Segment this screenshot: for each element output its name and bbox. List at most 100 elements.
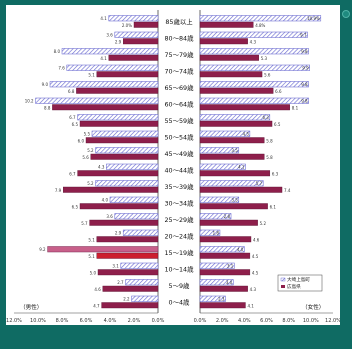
value-male-prefecture: 5.0 (90, 271, 97, 276)
x-tick-female: 2.0% (216, 318, 229, 324)
help-badge-icon (342, 10, 350, 18)
value-female-town: 10.9% (307, 16, 320, 21)
bar-female-prefecture (199, 71, 263, 78)
bar-male-prefecture (77, 170, 159, 177)
x-tick-female: 4.0% (238, 318, 251, 324)
x-tick-female: 12.0% (325, 318, 340, 324)
value-female-town: 9.8 (301, 49, 308, 54)
x-tick-female: 6.0% (260, 318, 273, 324)
value-male-town: 5.5 (84, 132, 91, 137)
x-tick-male: 0.0% (152, 318, 165, 324)
bar-male-town (125, 279, 159, 286)
bar-male-town (95, 147, 159, 154)
value-male-town: 7.6 (58, 66, 65, 71)
bar-female-prefecture (199, 153, 265, 160)
bar-female-prefecture (199, 236, 252, 243)
bar-female-town (199, 64, 310, 71)
bar-female-town (199, 279, 234, 286)
value-male-town: 5.2 (87, 148, 94, 153)
bar-male-prefecture (96, 71, 159, 78)
value-male-prefecture: 4.1 (100, 56, 107, 61)
legend-label-town: 大崎上島町 (287, 276, 310, 283)
value-female-prefecture: 4.6 (253, 238, 260, 243)
x-tick-female: 8.0% (282, 318, 295, 324)
age-label: 20～24歳 (164, 232, 194, 241)
bar-female-prefecture (199, 302, 246, 309)
age-label: 60～64歳 (164, 100, 194, 109)
x-tick-male: 10.0% (30, 318, 46, 324)
bar-male-prefecture (108, 54, 159, 61)
value-male-town: 9.2 (39, 247, 46, 252)
value-female-town: 9.8 (301, 99, 308, 104)
value-male-prefecture: 6.8 (68, 89, 75, 94)
bar-male-town (109, 196, 159, 203)
value-female-prefecture: 4.1 (247, 304, 254, 309)
x-tick-male: 6.0% (80, 318, 93, 324)
bar-male-town (120, 262, 159, 269)
age-label: 70～74歳 (164, 67, 194, 76)
bar-female-prefecture (199, 120, 273, 127)
age-label: 35～39歳 (164, 182, 194, 191)
value-female-town: 2.8 (224, 214, 231, 219)
value-male-prefecture: 6.5 (72, 205, 79, 210)
age-label: 85歳以上 (165, 17, 193, 26)
bar-male-prefecture (102, 285, 159, 292)
value-female-town: 4.0 (237, 247, 244, 252)
bar-male-prefecture (63, 186, 159, 193)
male-axis-label: （男性） (20, 303, 42, 311)
bar-male-town (47, 246, 159, 253)
legend-swatch-town (280, 277, 286, 282)
age-label: 40～44歳 (164, 166, 194, 175)
value-male-town: 5.2 (87, 181, 94, 186)
value-male-prefecture: 5.6 (82, 155, 89, 160)
value-female-prefecture: 4.5 (252, 271, 259, 276)
bar-female-prefecture (199, 87, 274, 94)
value-male-prefecture: 5.7 (81, 221, 88, 226)
value-male-prefecture: 5.1 (88, 254, 95, 259)
value-male-town: 3.6 (106, 214, 113, 219)
bar-male-town (77, 114, 159, 121)
x-tick-male: 2.0% (128, 318, 141, 324)
age-label: 55～59歳 (164, 116, 194, 125)
bar-female-town (199, 31, 308, 38)
bar-female-town (199, 262, 235, 269)
x-tick-male: 4.0% (104, 318, 117, 324)
bar-female-town (199, 97, 309, 104)
legend-swatch-prefecture (281, 285, 285, 288)
value-female-town: 3.0 (226, 280, 233, 285)
value-female-prefecture: 6.5 (274, 122, 281, 127)
value-female-prefecture: 6.1 (270, 205, 277, 210)
value-female-town: 9.9 (302, 66, 309, 71)
value-female-prefecture: 5.6 (264, 73, 271, 78)
population-pyramid-chart: 12.0% 10.0% 8.0% 6.0% 4.0% 2.0% 0.0% 0.0% 2.0% 4.… (6, 10, 340, 324)
value-male-prefecture: 5.1 (88, 73, 95, 78)
bar-female-town (199, 295, 226, 302)
value-female-town: 6.3 (262, 115, 269, 120)
chart-bars (35, 15, 322, 309)
bar-female-town (199, 15, 322, 22)
value-male-town: 6.7 (69, 115, 76, 120)
bar-male-prefecture (96, 236, 159, 243)
value-male-town: 8.0 (54, 49, 61, 54)
bar-male-prefecture (133, 21, 159, 28)
bar-female-prefecture (199, 203, 268, 210)
bar-female-town (199, 81, 309, 88)
value-female-prefecture: 4.3 (250, 287, 257, 292)
age-label: 15～19歳 (164, 248, 194, 257)
chart-panel: 12.0% 10.0% 8.0% 6.0% 4.0% 2.0% 0.0% 0.0% 2.0% 4.… (6, 5, 340, 325)
bar-male-prefecture (122, 38, 159, 45)
value-male-town: 4.3 (98, 165, 105, 170)
value-male-town: 4.1 (100, 16, 107, 21)
value-female-town: 3.1 (227, 264, 234, 269)
age-label: 30～34歳 (164, 199, 194, 208)
bar-male-prefecture (101, 302, 159, 309)
value-male-prefecture: 4.7 (93, 304, 100, 309)
x-tick-male: 12.0% (6, 318, 22, 324)
value-male-town: 3.1 (112, 264, 119, 269)
value-female-prefecture: 4.5 (252, 254, 259, 259)
value-male-town: 9.0 (42, 82, 49, 87)
bar-female-prefecture (199, 54, 259, 61)
age-label: 10～14歳 (164, 265, 194, 274)
value-female-town: 5.7 (256, 181, 263, 186)
legend-box (277, 274, 323, 292)
